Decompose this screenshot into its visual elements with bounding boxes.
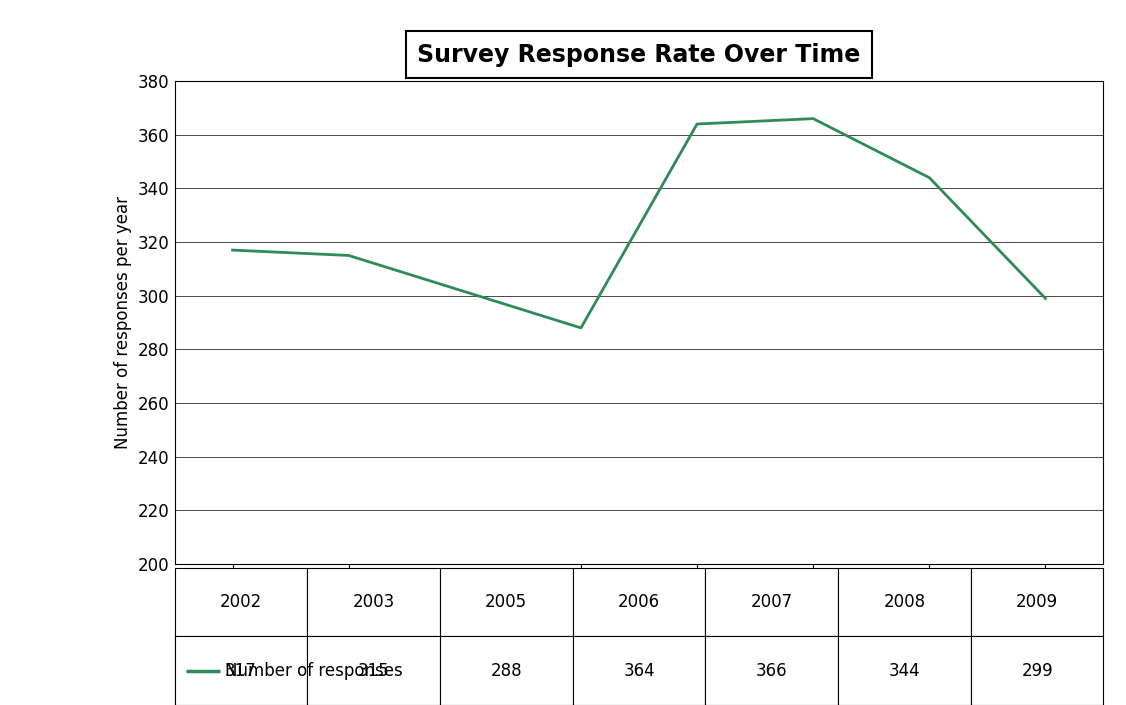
Text: Number of responses: Number of responses bbox=[225, 661, 403, 680]
Y-axis label: Number of responses per year: Number of responses per year bbox=[115, 196, 133, 449]
Title: Survey Response Rate Over Time: Survey Response Rate Over Time bbox=[418, 42, 860, 67]
